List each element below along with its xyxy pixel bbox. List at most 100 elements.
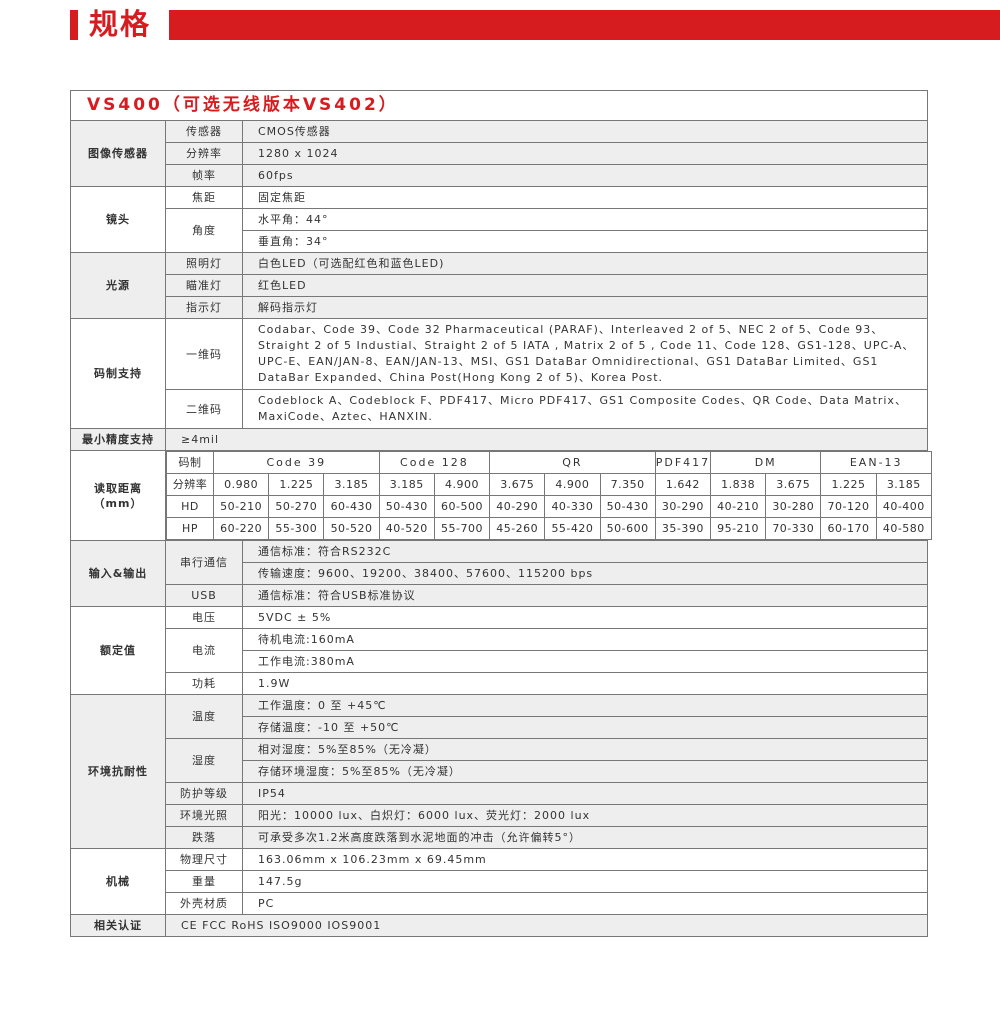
distance-value: 60-430 [323, 495, 380, 518]
section-label: 码制支持 [70, 318, 166, 429]
spec-row: 跌落 可承受多次1.2米高度跌落到水泥地面的冲击（允许偏转5°） [70, 826, 928, 849]
spec-value: 5VDC ± 5% [242, 606, 928, 629]
code-name: PDF417 [654, 451, 711, 474]
distance-value: 55-300 [268, 517, 325, 540]
spec-row: 镜头 焦距 固定焦距 [70, 186, 928, 253]
resolution-value: 7.350 [599, 473, 656, 496]
spec-row: 角度 水平角：44° [70, 208, 928, 253]
spec-row: 环境光照 阳光：10000 lux、白炽灯：6000 lux、荧光灯：2000 l… [70, 804, 928, 827]
resolution-value: 3.185 [323, 473, 380, 496]
code-name: EAN-13 [820, 451, 932, 474]
resolution-value: 4.900 [433, 473, 491, 496]
spec-row: 指示灯 解码指示灯 [70, 296, 928, 319]
spec-label: 串行通信 [165, 540, 243, 585]
spec-row: 环境抗耐性 温度 工作温度：0 至 +45℃ [70, 694, 928, 849]
spec-row: 额定值 电压 5VDC ± 5% [70, 606, 928, 695]
spec-value: 147.5g [242, 870, 928, 893]
spec-row: 瞄准灯 红色LED [70, 274, 928, 297]
distance-value: 40-330 [544, 495, 601, 518]
spec-value: 固定焦距 [242, 186, 928, 209]
header-rule-bar [169, 10, 1000, 40]
section-label: 额定值 [70, 606, 166, 695]
section-label: 机械 [70, 848, 166, 915]
spec-value: 存储环境湿度：5%至85%（无冷凝） [242, 760, 928, 783]
spec-label: 传感器 [165, 120, 243, 143]
resolution-value: 0.980 [212, 473, 270, 496]
code-name: QR [489, 451, 656, 474]
spec-label: 照明灯 [165, 252, 243, 275]
spec-label: USB [165, 584, 243, 607]
spec-row: 重量 147.5g [70, 870, 928, 893]
spec-row: 功耗 1.9W [70, 672, 928, 695]
resolution-row: 分辨率 0.980 1.225 3.185 3.185 4.900 3.675 4.900 7.… [166, 473, 933, 496]
distance-value: 50-210 [212, 495, 270, 518]
spec-label: 重量 [165, 870, 243, 893]
distance-value: 55-700 [433, 517, 491, 540]
spec-label: 角度 [165, 208, 243, 253]
distance-value: 50-520 [323, 517, 380, 540]
section-label: 图像传感器 [70, 120, 166, 187]
distance-value: 40-520 [378, 517, 435, 540]
table-title: VS400（可选无线版本VS402） [70, 90, 928, 121]
spec-label: 二维码 [165, 389, 243, 429]
spec-value: 1.9W [242, 672, 928, 695]
spec-row: 输入&输出 串行通信 通信标准：符合RS232C [70, 540, 928, 607]
reading-distance-table: 码制 Code 39 Code 128 QR PDF417 DM EAN-13 分辨率 0.98… [166, 451, 933, 540]
resolution-value: 3.675 [765, 473, 822, 496]
spec-label: 跌落 [165, 826, 243, 849]
spec-row: 二维码 Codeblock A、Codeblock F、PDF417、Micro … [70, 389, 928, 429]
spec-value: 白色LED（可选配红色和蓝色LED) [242, 252, 928, 275]
spec-label: 分辨率 [165, 142, 243, 165]
resolution-value: 1.225 [268, 473, 325, 496]
spec-label: 物理尺寸 [165, 848, 243, 871]
spec-label: 湿度 [165, 738, 243, 783]
spec-value: 待机电流:160mA [242, 628, 928, 651]
spec-value: 水平角：44° [242, 208, 928, 231]
distance-value: 30-280 [765, 495, 822, 518]
spec-value: 60fps [242, 164, 928, 187]
resolution-value: 1.838 [709, 473, 767, 496]
distance-value: 70-120 [820, 495, 877, 518]
spec-row: 最小精度支持 ≥4mil [70, 428, 928, 451]
spec-row: 码制支持 一维码 Codabar、Code 39、Code 32 Pharmaceu… [70, 318, 928, 429]
spec-value: 工作温度：0 至 +45℃ [242, 694, 928, 717]
spec-value: CMOS传感器 [242, 120, 928, 143]
header-accent-bar [70, 10, 78, 40]
distance-row: HP 60-220 55-300 50-520 40-520 55-700 45-260 55… [166, 517, 933, 540]
spec-row: 机械 物理尺寸 163.06mm x 106.23mm x 69.45mm [70, 848, 928, 915]
spec-row: 光源 照明灯 白色LED（可选配红色和蓝色LED) [70, 252, 928, 319]
spec-value: IP54 [242, 782, 928, 805]
distance-value: 30-290 [654, 495, 711, 518]
code-name: Code 128 [378, 451, 491, 474]
resolution-value: 4.900 [544, 473, 601, 496]
resolution-value: 3.675 [489, 473, 546, 496]
distance-value: 60-500 [433, 495, 491, 518]
spec-value: 1280 x 1024 [242, 142, 928, 165]
spec-value: CE FCC RoHS ISO9000 IOS9001 [165, 914, 928, 937]
spec-value: Codabar、Code 39、Code 32 Pharmaceutical (… [242, 318, 928, 390]
distance-value: 50-600 [599, 517, 656, 540]
distance-row: HD 50-210 50-270 60-430 50-430 60-500 40-290 40… [166, 495, 933, 518]
spec-value: 红色LED [242, 274, 928, 297]
spec-value: 工作电流:380mA [242, 650, 928, 673]
distance-value: 70-330 [765, 517, 822, 540]
section-label: 相关认证 [70, 914, 166, 937]
spec-label: 外壳材质 [165, 892, 243, 915]
section-label: 环境抗耐性 [70, 694, 166, 849]
spec-row: 帧率 60fps [70, 164, 928, 187]
spec-row: 湿度 相对湿度：5%至85%（无冷凝） [70, 738, 928, 783]
spec-value: 通信标准：符合USB标准协议 [242, 584, 928, 607]
distance-value: 50-430 [599, 495, 656, 518]
section-label: 输入&输出 [70, 540, 166, 607]
spec-row: 传输速度：9600、19200、38400、57600、115200 bps [70, 562, 928, 585]
spec-value: 传输速度：9600、19200、38400、57600、115200 bps [242, 562, 928, 585]
distance-value: 40-290 [489, 495, 546, 518]
spec-value: 163.06mm x 106.23mm x 69.45mm [242, 848, 928, 871]
spec-label: 焦距 [165, 186, 243, 209]
spec-label: 电压 [165, 606, 243, 629]
distance-value: 95-210 [709, 517, 767, 540]
spec-value: 垂直角：34° [242, 230, 928, 253]
spec-row: 图像传感器 传感器 CMOS传感器 [70, 120, 928, 187]
spec-value: 解码指示灯 [242, 296, 928, 319]
spec-value: ≥4mil [165, 428, 928, 451]
